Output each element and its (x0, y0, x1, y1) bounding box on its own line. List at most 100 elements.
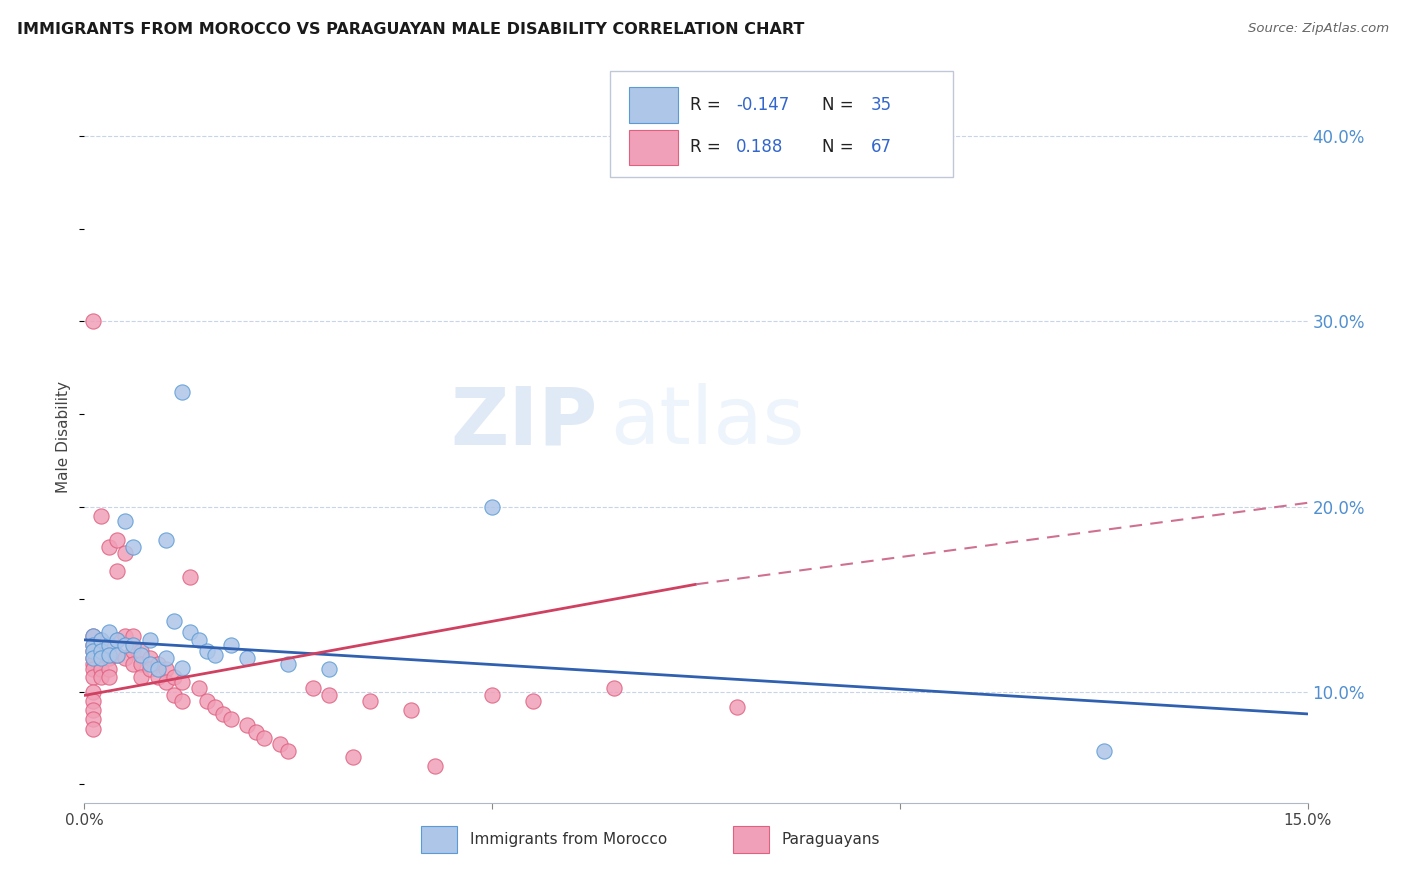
Text: ZIP: ZIP (451, 384, 598, 461)
Point (481, 500, 503, 514)
Text: Paraguayans: Paraguayans (782, 832, 880, 847)
Point (212, 706, 235, 721)
Point (219, 639, 242, 653)
FancyBboxPatch shape (420, 826, 457, 853)
Point (90, 632, 112, 647)
Point (179, 570, 201, 584)
Point (114, 639, 136, 653)
Point (97, 639, 120, 653)
Point (82, 314, 104, 328)
Point (204, 648, 226, 662)
Text: IMMIGRANTS FROM MOROCCO VS PARAGUAYAN MALE DISABILITY CORRELATION CHART: IMMIGRANTS FROM MOROCCO VS PARAGUAYAN MA… (17, 22, 804, 37)
Point (82, 629, 104, 643)
Point (522, 694, 544, 708)
Point (1092, 744, 1115, 758)
Point (277, 657, 299, 671)
Point (105, 632, 128, 647)
Point (82, 703, 104, 717)
Text: Immigrants from Morocco: Immigrants from Morocco (470, 832, 666, 847)
Point (97, 639, 120, 653)
Point (138, 657, 160, 671)
Point (90, 648, 112, 662)
FancyBboxPatch shape (733, 826, 769, 853)
Point (172, 694, 194, 708)
Point (90, 508, 112, 523)
Point (146, 657, 169, 671)
Point (236, 718, 259, 732)
Point (172, 675, 194, 690)
Text: R =: R = (690, 138, 725, 156)
Point (301, 681, 323, 695)
Point (82, 663, 104, 677)
Point (82, 639, 104, 653)
Point (82, 713, 104, 727)
Point (82, 651, 104, 665)
Point (114, 514, 136, 528)
Point (359, 694, 381, 708)
Point (179, 625, 201, 640)
Y-axis label: Male Disability: Male Disability (56, 381, 72, 493)
Point (105, 565, 128, 579)
Text: 67: 67 (870, 138, 891, 156)
Point (603, 681, 626, 695)
Point (172, 660, 194, 674)
FancyBboxPatch shape (628, 130, 678, 165)
Point (122, 629, 145, 643)
Point (423, 758, 446, 772)
Point (172, 384, 194, 399)
Point (122, 644, 145, 658)
Point (105, 632, 128, 647)
Point (82, 684, 104, 698)
Point (82, 629, 104, 643)
Point (155, 533, 177, 547)
Point (138, 663, 160, 677)
Point (236, 651, 259, 665)
Point (97, 625, 120, 640)
Text: R =: R = (690, 96, 725, 114)
Point (219, 713, 242, 727)
Text: 0.188: 0.188 (737, 138, 783, 156)
Point (90, 632, 112, 647)
Point (187, 681, 209, 695)
Text: 35: 35 (870, 96, 891, 114)
Point (146, 670, 169, 684)
Point (155, 675, 177, 690)
Point (82, 722, 104, 736)
Point (97, 670, 120, 684)
Point (82, 694, 104, 708)
Point (114, 546, 136, 560)
Point (82, 651, 104, 665)
Point (269, 737, 291, 751)
Point (253, 731, 276, 745)
Point (245, 725, 267, 739)
Point (97, 648, 120, 662)
Point (277, 744, 299, 758)
Point (82, 670, 104, 684)
Point (204, 699, 226, 714)
Point (90, 651, 112, 665)
Point (195, 694, 218, 708)
Text: N =: N = (823, 138, 859, 156)
Point (114, 629, 136, 643)
Point (82, 644, 104, 658)
FancyBboxPatch shape (628, 87, 678, 122)
Point (342, 749, 364, 764)
Point (90, 644, 112, 658)
Point (155, 651, 177, 665)
Point (163, 670, 186, 684)
Point (90, 670, 112, 684)
Point (97, 663, 120, 677)
Point (481, 689, 503, 703)
Point (725, 699, 748, 714)
Point (318, 663, 340, 677)
Point (105, 648, 128, 662)
Point (131, 657, 153, 671)
Text: -0.147: -0.147 (737, 96, 790, 114)
Point (105, 648, 128, 662)
Text: Source: ZipAtlas.com: Source: ZipAtlas.com (1249, 22, 1389, 36)
Point (318, 689, 340, 703)
Point (138, 651, 160, 665)
Point (97, 541, 120, 555)
FancyBboxPatch shape (610, 71, 953, 178)
Text: N =: N = (823, 96, 859, 114)
